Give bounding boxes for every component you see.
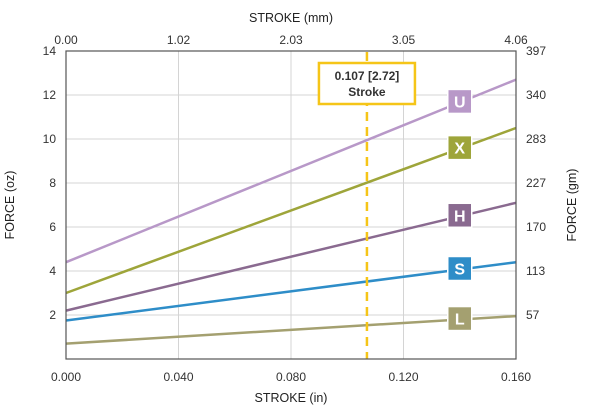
series-line-u <box>65 78 517 264</box>
y-tick-right: 227 <box>526 176 546 190</box>
y-tick-left: 12 <box>43 88 57 102</box>
badge-box <box>447 255 473 282</box>
badge-letter: U <box>454 94 466 111</box>
series-badges: U X H S L <box>447 88 473 332</box>
x-axis-bottom-label: STROKE (in) <box>255 391 328 405</box>
series-line-s <box>65 260 517 322</box>
badge-letter: H <box>454 208 466 225</box>
y-tick-left: 10 <box>43 132 57 146</box>
y-tick-right: 170 <box>526 220 546 234</box>
axis-ticks: 0.000 0.040 0.080 0.120 0.160 0.00 1.02 2.03 3.0… <box>43 33 547 384</box>
y-axis-right-label: FORCE (gm) <box>565 169 579 242</box>
series-badge-u: U <box>447 88 473 115</box>
x-tick-bottom: 0.120 <box>388 370 418 384</box>
x-tick-top: 1.02 <box>167 33 191 47</box>
x-tick-top: 4.06 <box>504 33 528 47</box>
y-tick-right: 113 <box>526 264 545 278</box>
y-tick-right: 397 <box>526 44 546 58</box>
series-lines <box>65 78 517 345</box>
y-tick-right: 340 <box>526 88 546 102</box>
series-line-x <box>65 126 517 295</box>
y-tick-left: 4 <box>49 264 56 278</box>
annotation-box <box>317 61 417 106</box>
stroke-annotation: 0.107 [2.72] Stroke <box>317 52 417 359</box>
badge-letter: S <box>454 261 465 278</box>
series-badge-h: H <box>447 202 473 229</box>
x-axis-top-label: STROKE (mm) <box>249 11 333 25</box>
y-tick-left: 8 <box>49 176 56 190</box>
y-axis-left-label: FORCE (oz) <box>3 171 17 240</box>
annotation-value: 0.107 [2.72] <box>335 69 400 83</box>
badge-box <box>447 134 473 161</box>
x-tick-top: 3.05 <box>392 33 416 47</box>
y-tick-left: 6 <box>49 220 56 234</box>
x-tick-bottom: 0.040 <box>163 370 193 384</box>
series-line-h <box>65 201 517 312</box>
x-tick-top: 2.03 <box>279 33 303 47</box>
annotation-label: Stroke <box>348 85 386 99</box>
plot-frame <box>65 50 517 360</box>
badge-box <box>447 88 473 115</box>
series-badge-x: X <box>447 134 473 161</box>
series-badge-s: S <box>447 255 473 282</box>
badge-letter: L <box>455 312 465 329</box>
badge-letter: X <box>454 141 465 158</box>
series-line-l <box>65 314 517 345</box>
y-tick-left: 2 <box>49 308 56 322</box>
y-tick-right: 57 <box>526 308 540 322</box>
y-tick-left: 14 <box>43 44 57 58</box>
x-tick-top: 0.00 <box>54 33 78 47</box>
badge-box <box>447 305 473 332</box>
x-tick-bottom: 0.160 <box>501 370 531 384</box>
series-badge-l: L <box>447 305 473 332</box>
x-tick-bottom: 0.080 <box>276 370 306 384</box>
y-tick-right: 283 <box>526 132 546 146</box>
badge-box <box>447 202 473 229</box>
x-tick-bottom: 0.000 <box>51 370 81 384</box>
